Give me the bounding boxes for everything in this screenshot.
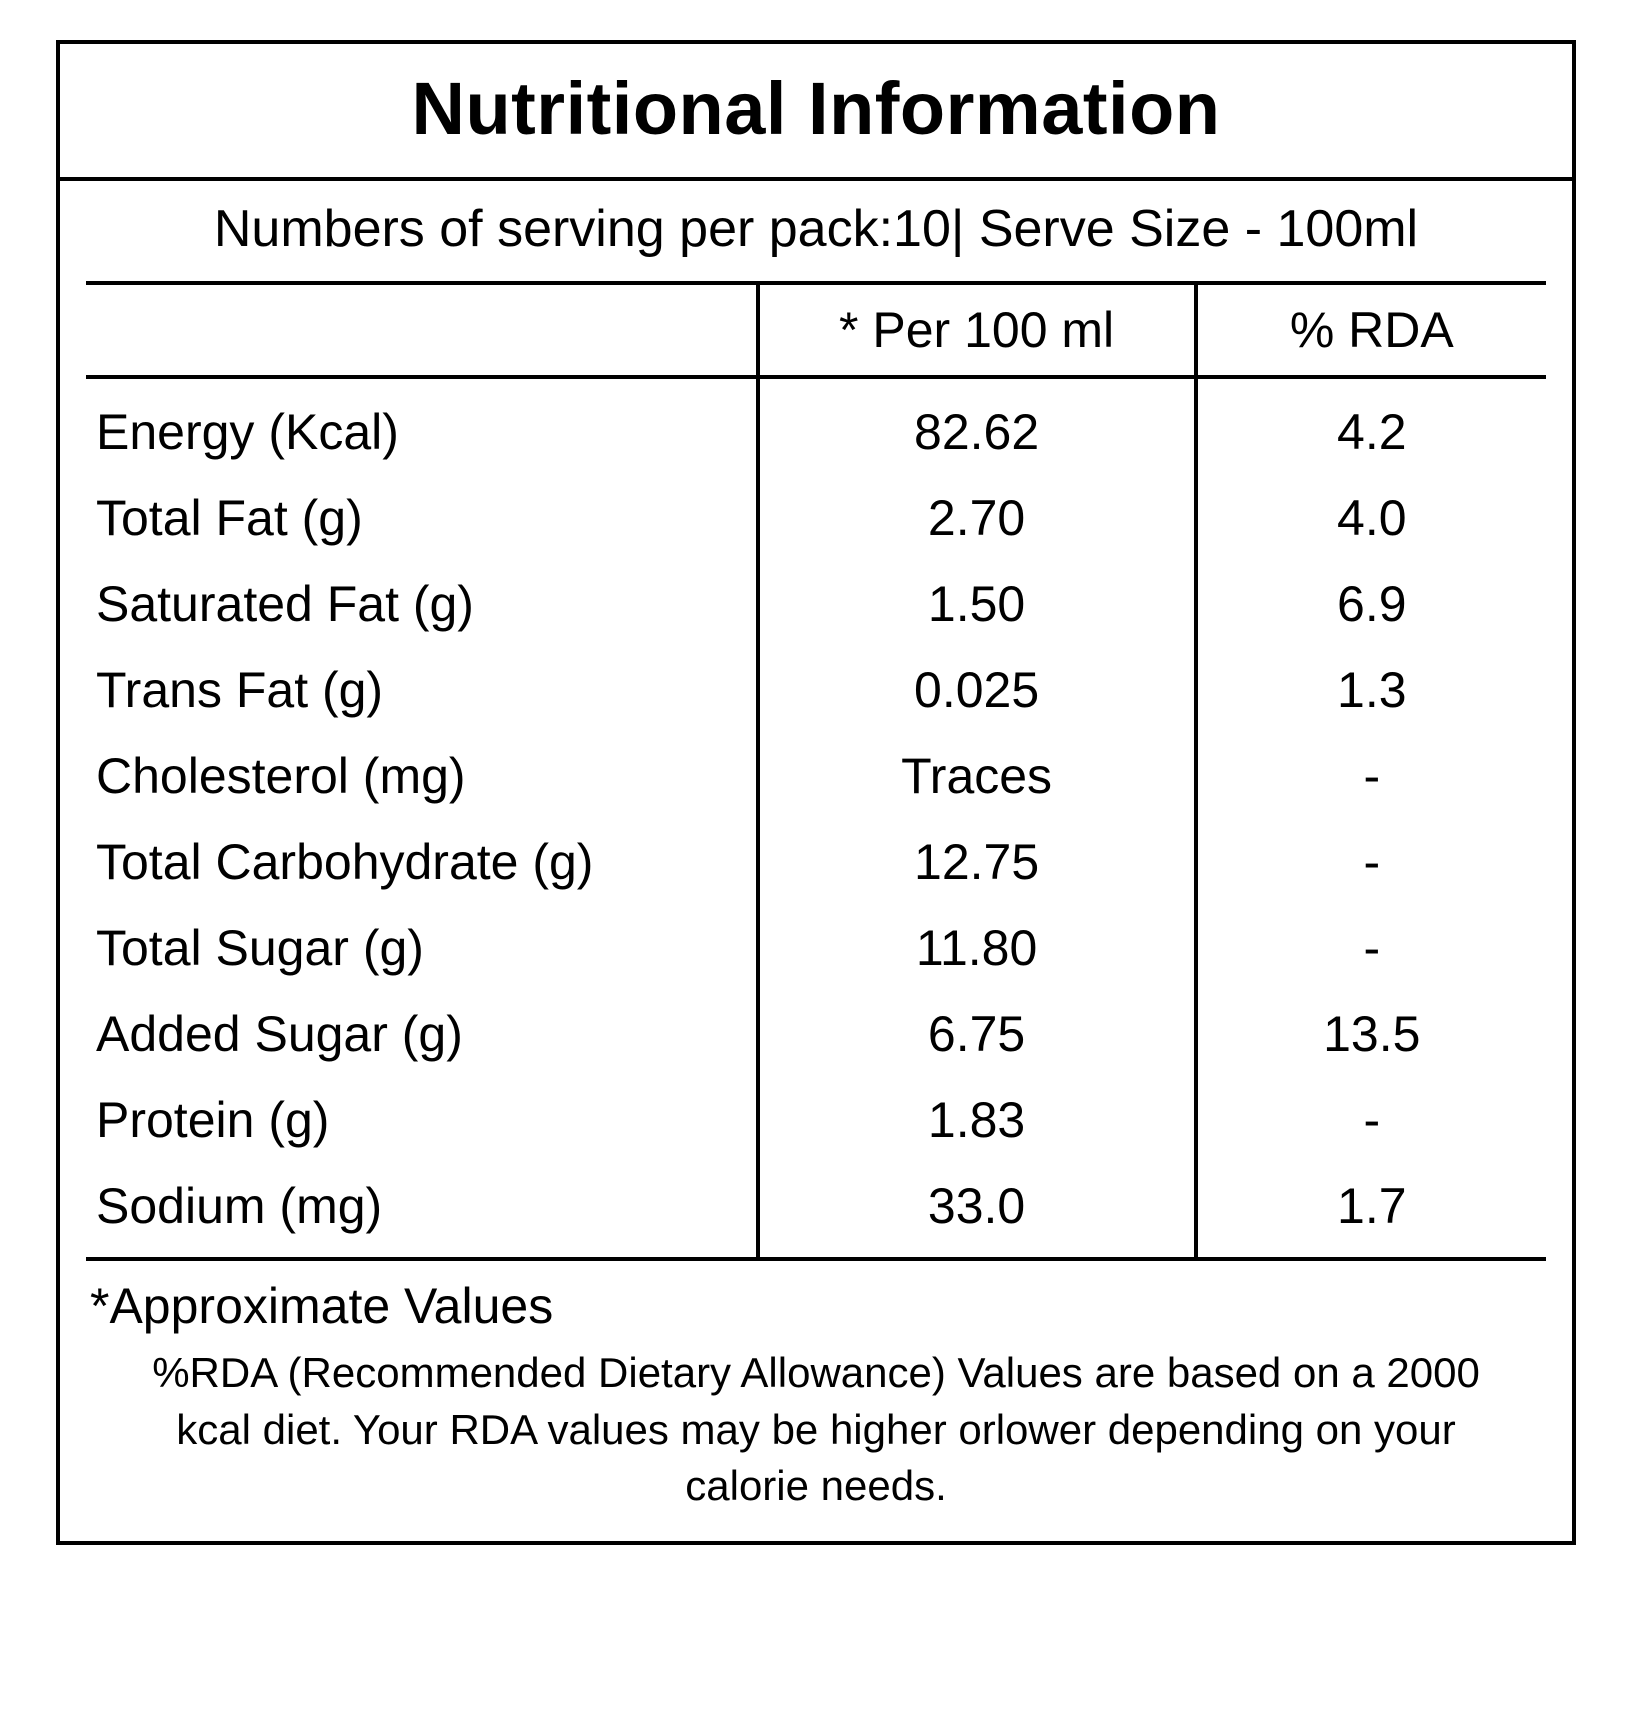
nutrient-name: Energy (Kcal): [86, 377, 758, 475]
nutrient-rda: 4.2: [1196, 377, 1546, 475]
panel-title: Nutritional Information: [60, 44, 1572, 181]
col-header-name: [86, 283, 758, 377]
table-row: Total Carbohydrate (g) 12.75 -: [86, 819, 1546, 905]
nutrient-rda: 4.0: [1196, 475, 1546, 561]
nutrient-name: Protein (g): [86, 1077, 758, 1163]
col-header-rda: % RDA: [1196, 283, 1546, 377]
nutrient-per: 2.70: [758, 475, 1196, 561]
serving-info: Numbers of serving per pack:10| Serve Si…: [60, 181, 1572, 281]
nutrient-name: Cholesterol (mg): [86, 733, 758, 819]
nutrient-name: Added Sugar (g): [86, 991, 758, 1077]
table-row: Energy (Kcal) 82.62 4.2: [86, 377, 1546, 475]
nutrient-rda: -: [1196, 733, 1546, 819]
nutrient-name: Trans Fat (g): [86, 647, 758, 733]
nutrient-per: 82.62: [758, 377, 1196, 475]
col-header-per: * Per 100 ml: [758, 283, 1196, 377]
table-row: Protein (g) 1.83 -: [86, 1077, 1546, 1163]
nutrient-per: 33.0: [758, 1163, 1196, 1259]
footer-rda-note: %RDA (Recommended Dietary Allowance) Val…: [86, 1345, 1546, 1515]
nutrient-per: 1.83: [758, 1077, 1196, 1163]
nutrient-name: Total Carbohydrate (g): [86, 819, 758, 905]
table-row: Total Fat (g) 2.70 4.0: [86, 475, 1546, 561]
table-row: Cholesterol (mg) Traces -: [86, 733, 1546, 819]
nutrient-rda: -: [1196, 1077, 1546, 1163]
table-row: Trans Fat (g) 0.025 1.3: [86, 647, 1546, 733]
table-row: Saturated Fat (g) 1.50 6.9: [86, 561, 1546, 647]
nutrient-name: Saturated Fat (g): [86, 561, 758, 647]
table-wrap: * Per 100 ml % RDA Energy (Kcal) 82.62 4…: [60, 281, 1572, 1261]
footer: *Approximate Values %RDA (Recommended Di…: [60, 1261, 1572, 1541]
nutrient-per: 6.75: [758, 991, 1196, 1077]
nutrient-per: 1.50: [758, 561, 1196, 647]
nutrient-rda: -: [1196, 819, 1546, 905]
nutrient-rda: 6.9: [1196, 561, 1546, 647]
nutrition-table: * Per 100 ml % RDA Energy (Kcal) 82.62 4…: [86, 281, 1546, 1261]
nutrient-name: Sodium (mg): [86, 1163, 758, 1259]
table-header-row: * Per 100 ml % RDA: [86, 283, 1546, 377]
nutrition-panel: Nutritional Information Numbers of servi…: [56, 40, 1576, 1545]
nutrient-rda: -: [1196, 905, 1546, 991]
nutrient-per: 0.025: [758, 647, 1196, 733]
nutrient-per: 11.80: [758, 905, 1196, 991]
nutrient-name: Total Fat (g): [86, 475, 758, 561]
table-row: Added Sugar (g) 6.75 13.5: [86, 991, 1546, 1077]
nutrient-rda: 1.7: [1196, 1163, 1546, 1259]
footer-approx: *Approximate Values: [86, 1277, 1546, 1335]
nutrient-rda: 13.5: [1196, 991, 1546, 1077]
nutrient-per: 12.75: [758, 819, 1196, 905]
table-row: Total Sugar (g) 11.80 -: [86, 905, 1546, 991]
nutrient-rda: 1.3: [1196, 647, 1546, 733]
nutrient-per: Traces: [758, 733, 1196, 819]
table-row: Sodium (mg) 33.0 1.7: [86, 1163, 1546, 1259]
nutrient-name: Total Sugar (g): [86, 905, 758, 991]
